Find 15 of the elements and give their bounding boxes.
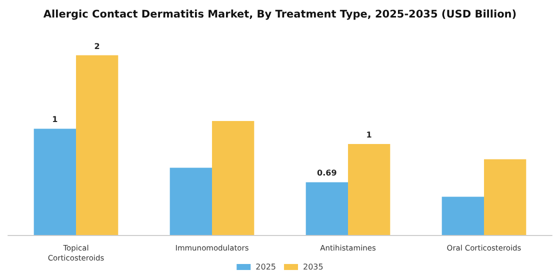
bar — [306, 182, 348, 235]
bar — [76, 55, 118, 235]
chart-title: Allergic Contact Dermatitis Market, By Treatment Type, 2025-2035 (USD Billion) — [43, 8, 517, 20]
data-label: 2 — [94, 42, 100, 51]
bar — [348, 144, 390, 235]
bar — [34, 128, 76, 235]
bar — [442, 196, 484, 235]
legend-label: 2035 — [303, 262, 324, 272]
data-label: 1 — [366, 130, 372, 140]
data-label: 0.69 — [317, 168, 338, 178]
legend-label: 2025 — [256, 262, 276, 272]
bar — [212, 121, 254, 235]
data-label: 1 — [52, 115, 58, 124]
bar — [484, 159, 526, 235]
bar — [170, 168, 212, 235]
